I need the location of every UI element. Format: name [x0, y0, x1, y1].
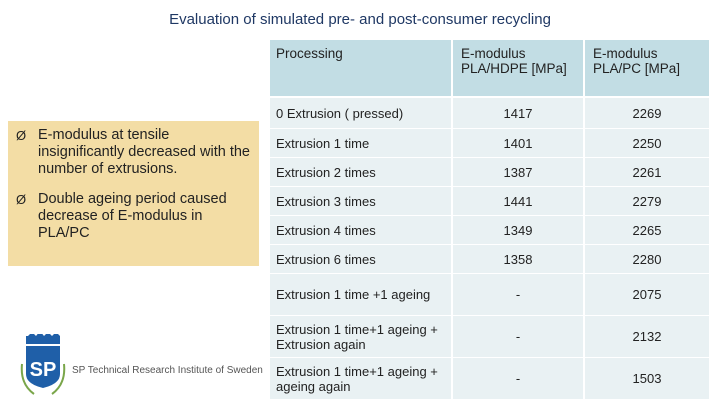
table-row: Extrusion 2 times 1387 2261: [270, 157, 711, 187]
bullet-arrow-icon: Ø: [16, 128, 27, 143]
cell-pla-pc: 2265: [584, 215, 711, 245]
cell-pla-pc: 1503: [584, 357, 711, 400]
header-pla-pc: E-modulus PLA/PC [MPa]: [584, 40, 711, 98]
bullet-arrow-icon: Ø: [16, 192, 27, 207]
cell-processing: Extrusion 3 times: [270, 186, 453, 216]
table-row: Extrusion 1 time +1 ageing - 2075: [270, 273, 711, 316]
bullet-item: Ø Double ageing period caused decrease o…: [16, 191, 253, 242]
table-row: Extrusion 1 time+1 ageing + Extrusion ag…: [270, 315, 711, 358]
cell-processing: Extrusion 6 times: [270, 244, 453, 274]
header-processing: Processing: [270, 40, 453, 98]
cell-pla-pc: 2269: [584, 97, 711, 129]
bullet-box: Ø E-modulus at tensile insignificantly d…: [8, 121, 259, 266]
header-pla-hdpe: E-modulus PLA/HDPE [MPa]: [452, 40, 585, 98]
cell-processing: Extrusion 1 time +1 ageing: [270, 273, 453, 316]
cell-pla-hdpe: 1358: [452, 244, 585, 274]
cell-pla-hdpe: 1387: [452, 157, 585, 187]
cell-pla-pc: 2261: [584, 157, 711, 187]
logo-initials: SP: [30, 359, 57, 381]
cell-pla-hdpe: 1401: [452, 128, 585, 158]
cell-processing: Extrusion 4 times: [270, 215, 453, 245]
cell-pla-pc: 2132: [584, 315, 711, 358]
cell-processing: Extrusion 1 time: [270, 128, 453, 158]
table-header-row: Processing E-modulus PLA/HDPE [MPa] E-mo…: [270, 40, 711, 98]
cell-pla-hdpe: 1349: [452, 215, 585, 245]
table-row: Extrusion 4 times 1349 2265: [270, 215, 711, 245]
logo-text: SP Technical Research Institute of Swede…: [72, 365, 263, 376]
sp-logo: SP: [20, 334, 66, 395]
cell-pla-pc: 2250: [584, 128, 711, 158]
slide-title: Evaluation of simulated pre- and post-co…: [169, 11, 551, 28]
cell-pla-pc: 2280: [584, 244, 711, 274]
cell-pla-hdpe: -: [452, 315, 585, 358]
table-row: Extrusion 1 time+1 ageing + ageing again…: [270, 357, 711, 400]
cell-pla-hdpe: 1417: [452, 97, 585, 129]
cell-pla-pc: 2279: [584, 186, 711, 216]
table-row: Extrusion 1 time 1401 2250: [270, 128, 711, 158]
e-modulus-table: Processing E-modulus PLA/HDPE [MPa] E-mo…: [270, 40, 711, 400]
crown-icon: [26, 334, 60, 344]
table-row: 0 Extrusion ( pressed) 1417 2269: [270, 97, 711, 129]
cell-processing: Extrusion 2 times: [270, 157, 453, 187]
cell-processing: Extrusion 1 time+1 ageing + ageing again: [270, 357, 453, 400]
bullet-text: Double ageing period caused decrease of …: [38, 191, 227, 241]
bullet-text: E-modulus at tensile insignificantly dec…: [38, 127, 250, 177]
cell-processing: Extrusion 1 time+1 ageing + Extrusion ag…: [270, 315, 453, 358]
bullet-item: Ø E-modulus at tensile insignificantly d…: [16, 127, 253, 178]
cell-pla-pc: 2075: [584, 273, 711, 316]
shield-icon: SP: [26, 346, 60, 388]
cell-pla-hdpe: -: [452, 273, 585, 316]
table-row: Extrusion 3 times 1441 2279: [270, 186, 711, 216]
cell-processing: 0 Extrusion ( pressed): [270, 97, 453, 129]
cell-pla-hdpe: -: [452, 357, 585, 400]
cell-pla-hdpe: 1441: [452, 186, 585, 216]
table-row: Extrusion 6 times 1358 2280: [270, 244, 711, 274]
